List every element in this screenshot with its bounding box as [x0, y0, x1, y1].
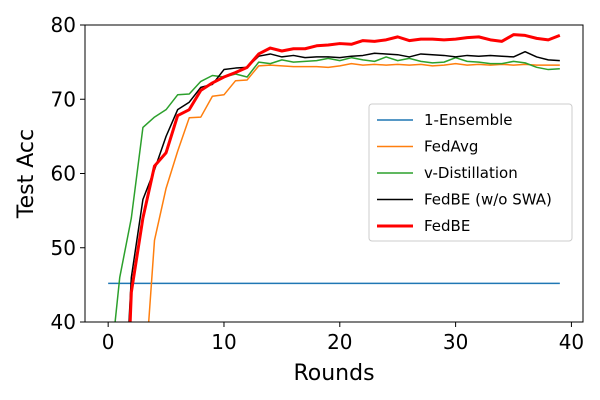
- legend: 1-Ensemble FedAvg v-Distillation FedBE (w/o…: [368, 103, 573, 242]
- series-line-fedbe: [128, 33, 561, 322]
- y-tick-label: 70: [51, 87, 76, 111]
- series-layer: [108, 33, 561, 322]
- x-tick-label: 10: [211, 330, 236, 354]
- axis-ticks: 0 10 20 30 40 40 50 60 70 80: [51, 13, 585, 354]
- y-tick-label: 80: [51, 13, 76, 37]
- legend-label: FedAvg: [424, 138, 478, 156]
- x-axis-label: Rounds: [293, 361, 374, 386]
- series-line-fedbe-w-o-swa: [128, 50, 560, 322]
- x-tick-label: 20: [327, 330, 352, 354]
- y-tick-label: 50: [51, 236, 76, 260]
- y-axis-label: Test Acc: [14, 129, 39, 219]
- y-tick-label: 60: [51, 162, 76, 186]
- x-tick-label: 0: [102, 330, 115, 354]
- x-tick-label: 30: [443, 330, 468, 354]
- series-line-fedavg: [147, 62, 560, 322]
- legend-label: v-Distillation: [424, 164, 518, 182]
- legend-label: FedBE (w/o SWA): [424, 191, 552, 209]
- x-tick-label: 40: [559, 330, 584, 354]
- legend-label: 1-Ensemble: [424, 111, 513, 129]
- y-tick-label: 40: [51, 310, 76, 334]
- legend-box: [368, 103, 573, 242]
- legend-label: FedBE: [424, 217, 470, 235]
- series-line-v-distillation: [114, 56, 560, 322]
